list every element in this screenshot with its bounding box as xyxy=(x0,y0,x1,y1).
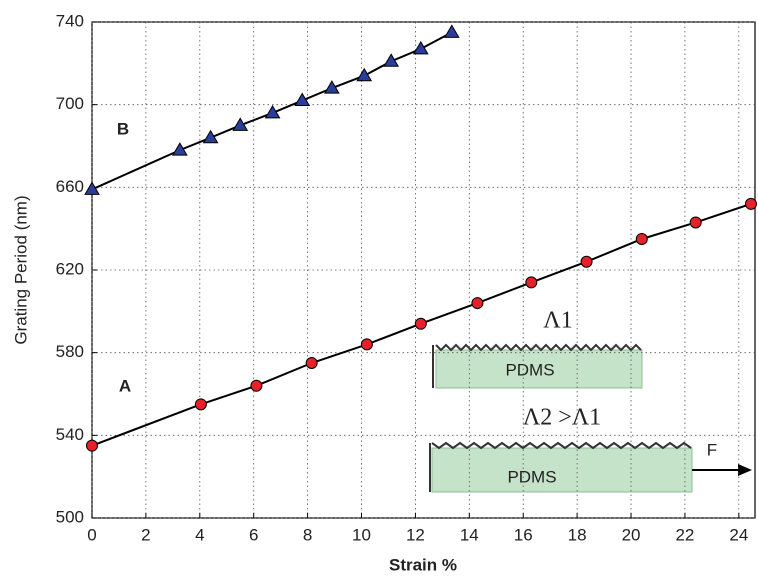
x-tick-label: 10 xyxy=(352,525,371,544)
series-label: B xyxy=(117,119,129,138)
annotation: F xyxy=(707,440,717,459)
inset-diagram: Λ1 PDMS Λ2 >Λ1 PDMS F xyxy=(429,308,752,493)
annotation: Λ1 xyxy=(543,308,572,334)
data-point xyxy=(689,216,702,229)
data-point xyxy=(356,67,373,82)
data-point xyxy=(383,53,400,67)
x-tick-label: 14 xyxy=(460,525,479,544)
data-point xyxy=(471,297,484,310)
x-tick-label: 16 xyxy=(514,525,533,544)
grating-surface xyxy=(431,441,692,450)
annotation: Λ2 >Λ1 xyxy=(523,405,601,431)
data-point xyxy=(580,255,593,268)
x-tick-label: 22 xyxy=(675,525,694,544)
data-point xyxy=(86,439,98,452)
y-tick-label: 540 xyxy=(56,425,84,444)
data-point xyxy=(294,92,311,107)
y-tick-label: 700 xyxy=(56,94,84,113)
data-point xyxy=(414,317,427,330)
data-point xyxy=(264,104,281,119)
x-tick-label: 12 xyxy=(406,525,425,544)
data-point xyxy=(744,197,757,210)
data-point xyxy=(443,24,460,38)
x-tick-label: 6 xyxy=(249,525,258,544)
pdms-block xyxy=(431,447,693,493)
grating-surface xyxy=(435,343,642,352)
x-tick-label: 4 xyxy=(195,525,204,544)
pdms-block xyxy=(435,349,643,389)
data-point xyxy=(525,276,538,289)
series-label: A xyxy=(119,376,131,395)
data-point xyxy=(412,40,429,55)
data-point xyxy=(250,379,263,392)
y-tick-label: 660 xyxy=(56,177,84,196)
data-point xyxy=(635,233,648,245)
y-tick-label: 500 xyxy=(56,507,84,526)
data-point xyxy=(171,142,188,156)
x-tick-label: 0 xyxy=(87,525,96,544)
y-axis-label: Grating Period (nm) xyxy=(11,195,30,344)
data-point xyxy=(202,129,219,144)
x-tick-label: 18 xyxy=(568,525,587,544)
x-tick-label: 24 xyxy=(729,525,748,544)
x-tick-label: 2 xyxy=(141,525,150,544)
y-tick-label: 620 xyxy=(56,259,84,278)
series-line xyxy=(91,202,752,447)
data-point xyxy=(305,357,318,369)
x-tick-label: 20 xyxy=(622,525,641,544)
data-point xyxy=(360,338,373,351)
data-point xyxy=(323,80,340,94)
data-point xyxy=(232,117,249,131)
arrow-head xyxy=(738,464,752,476)
data-point xyxy=(194,398,207,411)
annotation: PDMS xyxy=(507,467,556,486)
y-tick-label: 740 xyxy=(56,11,84,30)
data-point xyxy=(84,181,100,195)
annotation: PDMS xyxy=(505,360,554,379)
y-tick-label: 580 xyxy=(56,342,84,361)
x-tick-label: 8 xyxy=(303,525,312,544)
x-axis-label: Strain % xyxy=(389,555,457,574)
